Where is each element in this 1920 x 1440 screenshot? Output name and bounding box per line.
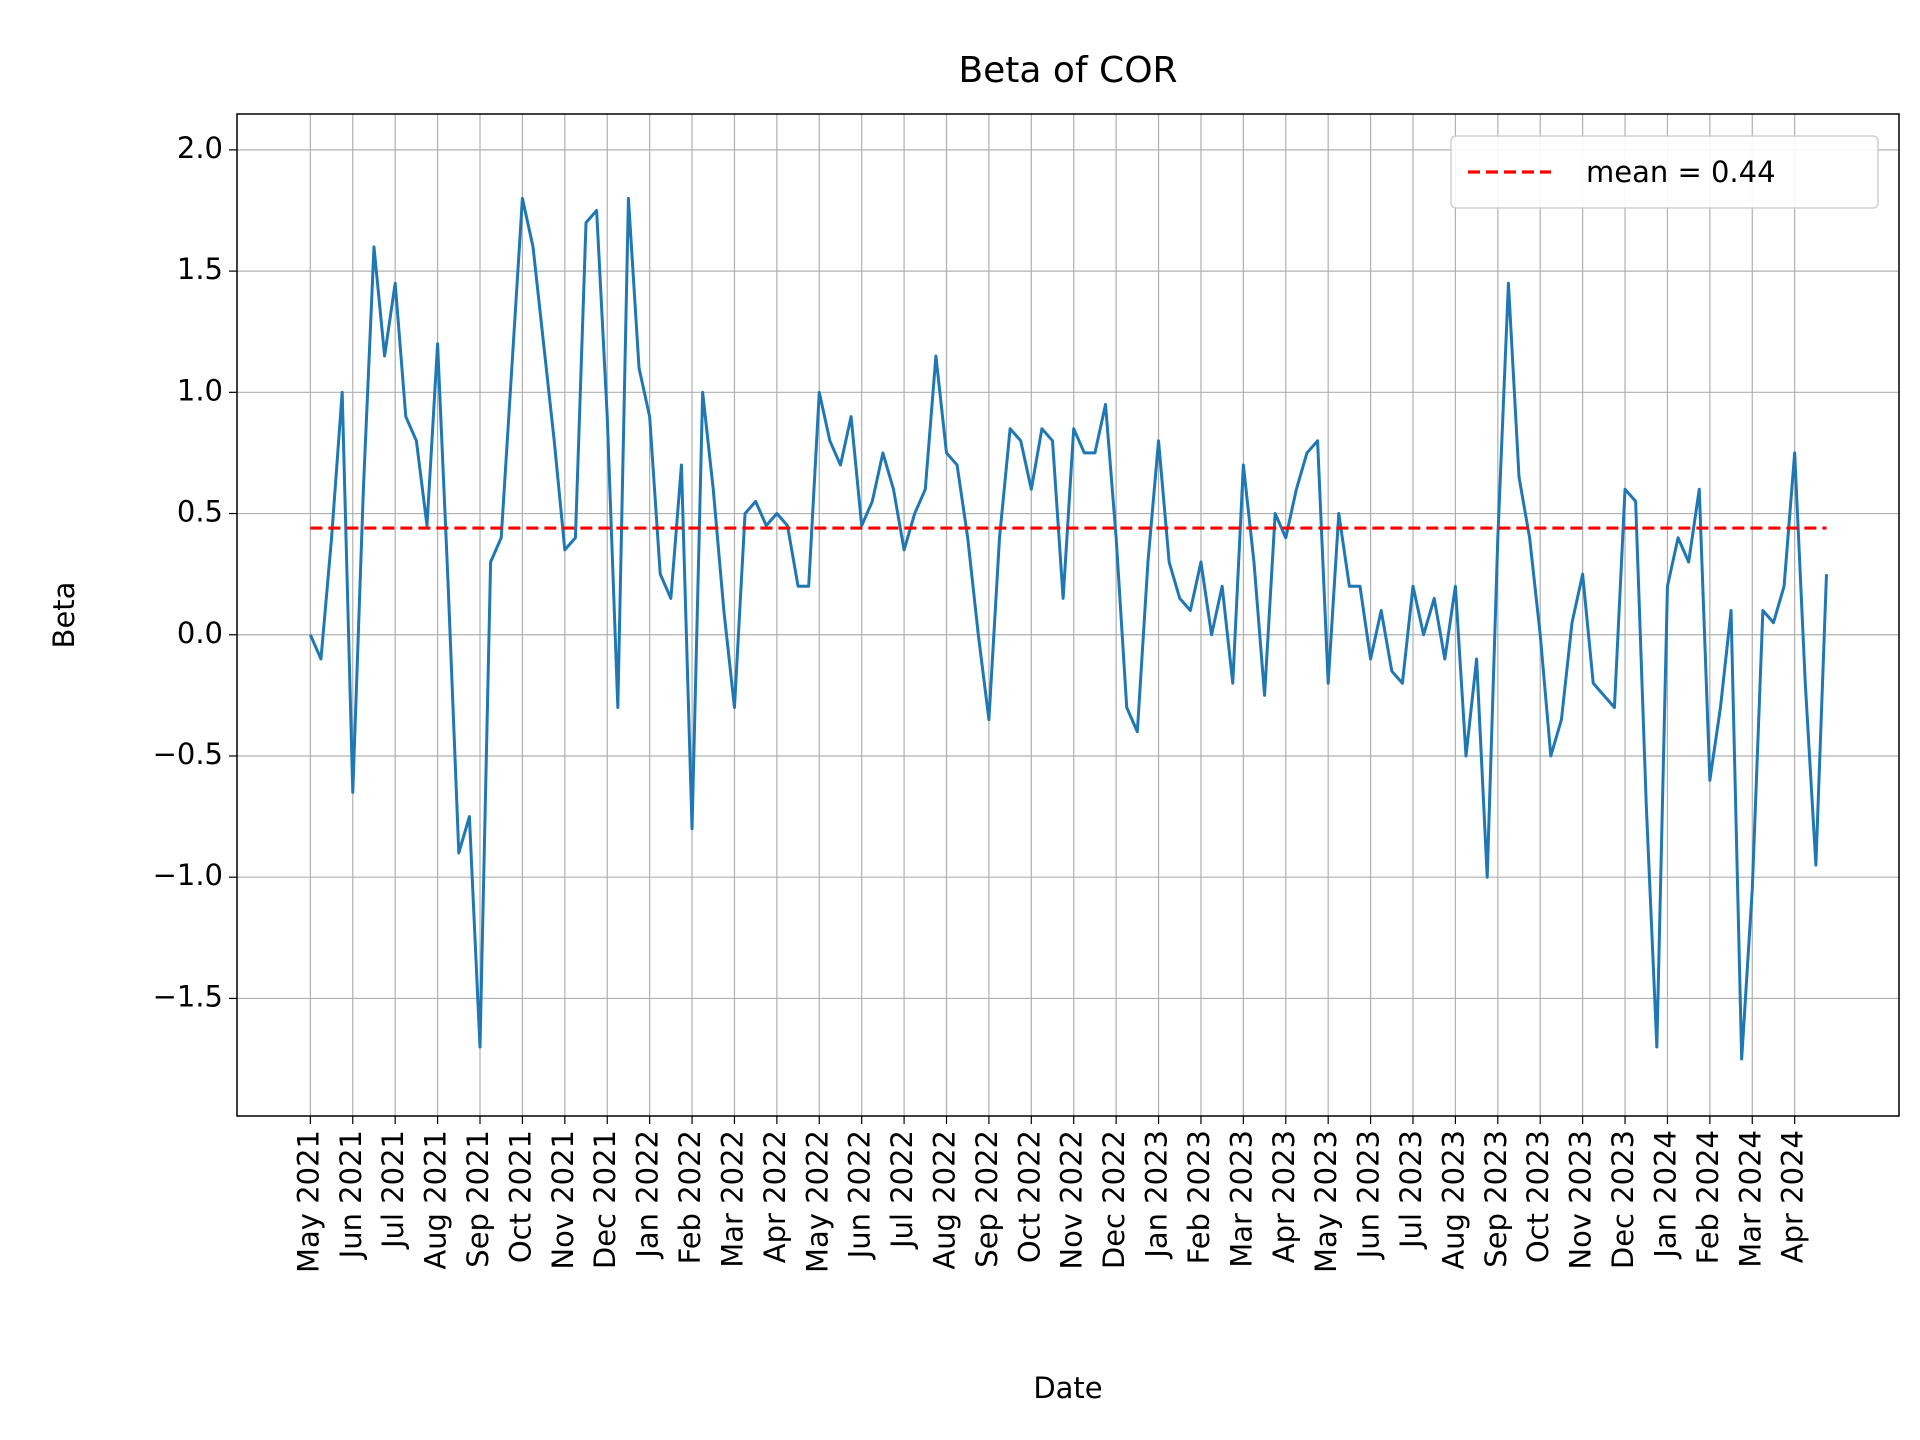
x-tick-label: Sep 2023 — [1479, 1130, 1513, 1268]
y-tick-label: 1.0 — [177, 373, 223, 407]
y-tick-label: 2.0 — [177, 131, 223, 165]
x-tick-label: Sep 2022 — [970, 1130, 1004, 1268]
x-tick-label: Jun 2023 — [1352, 1130, 1386, 1260]
y-tick-label: 1.5 — [177, 252, 223, 286]
x-tick-label: Feb 2023 — [1182, 1130, 1216, 1264]
x-tick-label: Jan 2022 — [631, 1130, 665, 1260]
x-tick-label: Jun 2022 — [843, 1130, 877, 1260]
x-tick-label: Mar 2023 — [1224, 1130, 1258, 1268]
x-tick-label: Feb 2022 — [673, 1130, 707, 1264]
legend-box — [1450, 135, 1879, 209]
chart-title: Beta of COR — [958, 50, 1177, 91]
x-tick-label: May 2023 — [1309, 1130, 1343, 1273]
x-tick-label: Jul 2023 — [1394, 1130, 1428, 1250]
x-tick-label: Dec 2022 — [1097, 1130, 1131, 1269]
x-tick-label: Sep 2021 — [461, 1130, 495, 1268]
x-axis-label: Date — [1033, 1371, 1102, 1405]
y-tick-label: 0.0 — [177, 616, 223, 650]
x-tick-label: Oct 2021 — [503, 1130, 537, 1263]
x-tick-label: May 2022 — [800, 1130, 834, 1273]
x-tick-label: Dec 2023 — [1606, 1130, 1640, 1269]
x-tick-label: Feb 2024 — [1691, 1130, 1725, 1264]
x-tick-label: Nov 2021 — [546, 1130, 580, 1270]
x-tick-label: Dec 2021 — [588, 1130, 622, 1269]
x-tick-label: Apr 2024 — [1776, 1130, 1810, 1263]
x-tick-label: May 2021 — [291, 1130, 325, 1273]
x-tick-label: Nov 2022 — [1055, 1130, 1089, 1270]
y-tick-label: −0.5 — [153, 737, 223, 771]
x-tick-label: Apr 2022 — [758, 1130, 792, 1263]
x-tick-label: Aug 2021 — [419, 1130, 453, 1270]
x-tick-label: Jan 2024 — [1648, 1130, 1682, 1260]
plot-frame — [236, 113, 1900, 1117]
x-tick-label: Apr 2023 — [1267, 1130, 1301, 1263]
x-tick-label: Nov 2023 — [1564, 1130, 1598, 1270]
x-tick-label: Jan 2023 — [1140, 1130, 1174, 1260]
x-tick-label: Mar 2022 — [715, 1130, 749, 1268]
x-tick-label: Oct 2022 — [1012, 1130, 1046, 1263]
x-tick-label: Aug 2023 — [1436, 1130, 1470, 1270]
x-tick-label: Jul 2021 — [376, 1130, 410, 1250]
x-tick-label: Jun 2021 — [334, 1130, 368, 1260]
y-axis-label: Beta — [47, 582, 81, 649]
y-tick-label: 0.5 — [177, 495, 223, 529]
legend-label: mean = 0.44 — [1586, 155, 1776, 189]
x-tick-label: Mar 2024 — [1733, 1130, 1767, 1268]
x-tick-label: Oct 2023 — [1521, 1130, 1555, 1263]
x-tick-label: Jul 2022 — [885, 1130, 919, 1250]
x-tick-label: Aug 2022 — [927, 1130, 961, 1270]
data-line — [308, 196, 1828, 1061]
y-tick-label: −1.0 — [153, 858, 223, 892]
y-tick-label: −1.5 — [153, 979, 223, 1013]
